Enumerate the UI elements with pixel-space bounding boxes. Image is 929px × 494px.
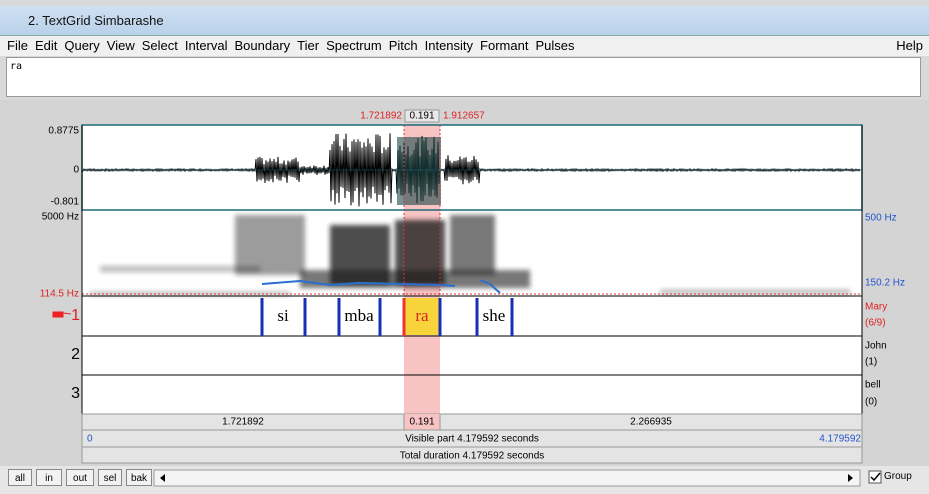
zoom-button[interactable]: all: [8, 469, 32, 486]
menu-item[interactable]: Edit: [34, 38, 58, 53]
title-bar: 2. TextGrid Simbarashe: [0, 6, 929, 36]
visible-part: Visible part 4.179592 seconds: [405, 434, 539, 445]
visible-end: 4.179592: [819, 434, 861, 445]
menu-item[interactable]: Select: [141, 38, 178, 53]
tier-number: 1: [71, 307, 80, 324]
spectrogram-energy: [450, 215, 495, 275]
tier-pointer-icon: [52, 311, 72, 318]
spectrogram-bottom: 114.5 Hz: [40, 289, 79, 300]
checkmark: [870, 472, 881, 482]
menu-item[interactable]: Tier: [297, 38, 320, 53]
menu-bar: File Edit Query View Select Interval Boundary T…: [0, 36, 929, 56]
group-checkbox[interactable]: [868, 470, 882, 484]
window-title: 2. TextGrid Simbarashe: [28, 13, 164, 28]
waveform-zero: 0: [73, 165, 79, 176]
menu-item[interactable]: Intensity: [424, 38, 474, 53]
interval-label: ra: [415, 306, 429, 325]
pitch-value: 150.2 Hz: [865, 278, 905, 289]
menu-item[interactable]: Interval: [184, 38, 228, 53]
selected-interval: [404, 298, 440, 335]
waveform-max: 0.8775: [48, 126, 79, 137]
spectrogram-top: 5000 Hz: [42, 212, 79, 223]
text-field[interactable]: ra: [6, 57, 921, 97]
spectrogram: [90, 215, 850, 295]
menu-item[interactable]: Pulses: [535, 38, 575, 53]
visible-start: 0: [87, 434, 93, 445]
spectrogram-energy: [100, 266, 260, 272]
interval-label: she: [483, 306, 506, 325]
menu-item[interactable]: Spectrum: [326, 38, 382, 53]
scrollbar[interactable]: [153, 469, 861, 487]
menu-item[interactable]: Boundary: [234, 38, 291, 53]
time-selected: 0.191: [409, 417, 434, 428]
zoom-button[interactable]: out: [66, 469, 94, 486]
zoom-button[interactable]: sel: [98, 469, 122, 486]
zoom-button[interactable]: in: [36, 469, 62, 486]
interval-label: mba: [344, 306, 374, 325]
tier-name: Mary: [865, 302, 887, 313]
tier-number: 2: [71, 346, 80, 363]
total-duration: Total duration 4.179592 seconds: [400, 451, 545, 462]
time-bars: [81, 413, 863, 464]
group-label: Group: [884, 471, 912, 482]
menu-item[interactable]: File: [7, 38, 28, 53]
selection-end: 1.912657: [443, 111, 485, 122]
time-after: 2.266935: [630, 417, 672, 428]
tier-count: (1): [865, 357, 877, 368]
tier-name: John: [865, 341, 887, 352]
spectrogram-energy: [660, 290, 850, 294]
pitch-top: 500 Hz: [865, 213, 897, 224]
tier-count: (0): [865, 397, 877, 408]
interval-label: si: [277, 306, 289, 325]
duration-box: [404, 109, 440, 123]
waveform-min: -0.801: [51, 197, 80, 208]
spectrogram-energy: [235, 215, 305, 275]
zoom-button[interactable]: bak: [126, 469, 152, 486]
tier-count: (6/9): [865, 318, 886, 329]
menu-item[interactable]: Pitch: [388, 38, 418, 53]
menu-item[interactable]: Help: [896, 38, 923, 53]
menu-item[interactable]: Formant: [480, 38, 529, 53]
menu-item[interactable]: Query: [64, 38, 100, 53]
selection-duration: 0.191: [409, 111, 434, 122]
tier-number: 3: [71, 385, 80, 402]
selection-start: 1.721892: [360, 111, 402, 122]
tier-name: bell: [865, 380, 881, 391]
time-before: 1.721892: [222, 417, 264, 428]
pitch-contour: [479, 279, 501, 294]
selection-bar: [404, 414, 440, 430]
menu-item[interactable]: View: [106, 38, 135, 53]
